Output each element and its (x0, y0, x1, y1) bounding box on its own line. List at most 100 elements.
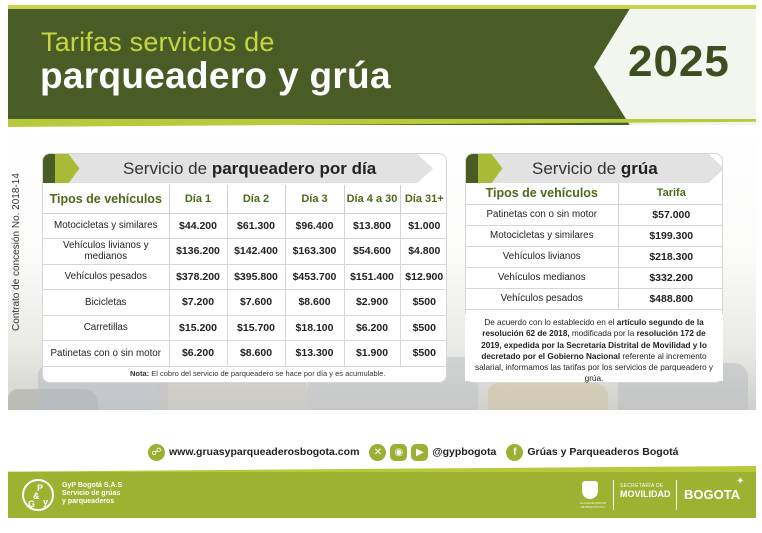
rate-cell: $8.600 (284, 289, 344, 316)
footer-band: P & G y GyP Bogotá S.A.S Servicio de grú… (8, 472, 756, 518)
parking-table: Tipos de vehículos Día 1 Día 2 Día 3 Día… (43, 185, 446, 367)
note-text: El cobro del servicio de parqueadero se … (149, 369, 386, 378)
rate-cell: $332.200 (617, 267, 722, 289)
company-line: GyP Bogotá S.A.S (62, 482, 123, 489)
footer-sweep (8, 466, 756, 474)
title-line-1: Tarifas servicios de (41, 27, 275, 57)
vehicle-type: Motocicletas y similares (466, 225, 618, 247)
legal-bold: artículo segundo de la resolución 62 de … (482, 318, 704, 339)
bogota-shield-icon (582, 481, 598, 499)
rate-cell: $54.600 (343, 238, 400, 265)
title-line-2: parqueadero y grúa (40, 55, 391, 96)
company-line: Servicio de grúas (62, 490, 121, 497)
contract-label: Contrato de concesión No. 2018-14 (11, 173, 25, 331)
legal-bold: resolución 172 de 2019, expedida por la … (481, 329, 707, 361)
column-header: Día 4 a 30 (343, 185, 400, 214)
vehicle-type: Motocicletas y similares (43, 213, 169, 239)
movilidad-text: MOVILIDAD (620, 489, 671, 499)
column-header: Tipos de vehículos (43, 185, 169, 214)
rate-cell: $15.700 (226, 315, 285, 341)
rate-cell: $151.400 (343, 264, 400, 290)
contract-text: Contrato de concesión No. 2018-14 (11, 173, 22, 331)
table-row: Vehículos livianos y medianos $136.200 $… (43, 238, 446, 265)
table-row: Patinetas con o sin motor $57.000 (466, 204, 722, 226)
movilidad-logo: SECRETARÍA DE MOVILIDAD (620, 483, 671, 499)
tow-title: Servicio de grúa (532, 159, 658, 179)
social-row: ☍ www.gruasyparqueaderosbogota.com ✕ ◉ ▶… (148, 441, 678, 463)
rate-cell: $453.700 (284, 264, 344, 290)
website-link[interactable]: www.gruasyparqueaderosbogota.com (169, 446, 360, 458)
legal-text: modificada por la (569, 329, 637, 339)
rate-cell: $4.800 (399, 238, 446, 265)
company-name: GyP Bogotá S.A.S Servicio de grúas y par… (62, 482, 122, 506)
rate-cell: $96.400 (284, 213, 344, 239)
table-row: Vehículos medianos $332.200 (466, 267, 722, 289)
table-header-row: Tipos de vehículos Día 1 Día 2 Día 3 Día… (43, 185, 446, 214)
legal-notice: De acuerdo con lo establecido en el artí… (465, 315, 723, 383)
rate-cell: $13.800 (343, 213, 400, 239)
column-header: Día 2 (226, 185, 285, 214)
divider (613, 480, 614, 510)
rate-cell: $218.300 (617, 246, 722, 268)
rate-cell: $199.300 (617, 225, 722, 247)
car-shape (488, 383, 608, 410)
rate-cell: $395.800 (226, 264, 285, 290)
parking-title-regular: Servicio de (123, 159, 212, 178)
vehicle-type: Vehículos pesados (466, 288, 618, 310)
bogota-logo: BOGOTA (684, 487, 741, 502)
tow-title-regular: Servicio de (532, 159, 621, 178)
rate-cell: $12.900 (399, 264, 446, 290)
column-header: Día 31+ (399, 185, 446, 214)
header-sweep (8, 119, 756, 127)
vehicle-type: Patinetas con o sin motor (43, 340, 169, 367)
rate-cell: $15.200 (168, 315, 227, 341)
table-row: Vehículos pesados $488.800 (466, 288, 722, 310)
vehicle-type: Vehículos livianos (466, 246, 618, 268)
parking-title-bold: parqueadero por día (211, 159, 377, 178)
rate-cell: $7.600 (226, 289, 285, 316)
parking-card: Servicio de parqueadero por día Tipos de… (42, 153, 447, 383)
header-band: Tarifas servicios de parqueadero y grúa … (8, 9, 756, 125)
column-header: Tarifa (617, 182, 722, 205)
top-accent-line (8, 5, 756, 9)
rate-cell: $142.400 (226, 238, 285, 265)
secretaria-text: SECRETARÍA DE (620, 483, 664, 489)
facebook-name[interactable]: Grúas y Parqueaderos Bogotá (527, 446, 679, 458)
youtube-icon[interactable]: ▶ (411, 443, 429, 461)
rate-cell: $1.000 (399, 213, 446, 239)
rate-cell: $6.200 (343, 315, 400, 341)
rate-cell: $378.200 (168, 264, 227, 290)
rate-cell: $163.300 (284, 238, 344, 265)
rate-cell: $61.300 (226, 213, 285, 239)
facebook-icon[interactable]: f (506, 443, 524, 461)
vehicle-type: Carretillas (43, 315, 169, 341)
rate-cell: $136.200 (168, 238, 227, 265)
column-header: Tipos de vehículos (466, 182, 618, 205)
vehicle-type: Patinetas con o sin motor (466, 204, 618, 226)
table-row: Bicicletas $7.200 $7.600 $8.600 $2.900 $… (43, 289, 446, 316)
tow-banner (466, 154, 722, 183)
table-row: Vehículos livianos $218.300 (466, 246, 722, 268)
rate-cell: $488.800 (617, 288, 722, 310)
rate-cell: $500 (399, 315, 446, 341)
divider (676, 480, 677, 510)
vehicle-type: Vehículos pesados (43, 264, 169, 290)
column-header: Día 3 (284, 185, 344, 214)
social-handle[interactable]: @gypbogota (432, 446, 497, 458)
tow-title-bold: grúa (620, 159, 658, 178)
rate-cell: $2.900 (343, 289, 400, 316)
rate-cell: $1.900 (343, 340, 400, 367)
x-twitter-icon[interactable]: ✕ (369, 443, 387, 461)
parking-title: Servicio de parqueadero por día (123, 159, 376, 179)
table-row: Carretillas $15.200 $15.700 $18.100 $6.2… (43, 315, 446, 341)
rate-cell: $8.600 (226, 340, 285, 367)
globe-icon: ☍ (148, 443, 165, 461)
table-header-row: Tipos de vehículos Tarifa (466, 182, 722, 205)
table-row: Motocicletas y similares $44.200 $61.300… (43, 213, 446, 239)
vehicle-type: Vehículos medianos (466, 267, 618, 289)
vehicle-type: Vehículos livianos y medianos (43, 238, 169, 265)
rate-cell: $6.200 (168, 340, 227, 367)
parking-note: Nota: El cobro del servicio de parqueade… (130, 369, 386, 378)
instagram-icon[interactable]: ◉ (390, 443, 408, 461)
legal-text: De acuerdo con lo establecido en el (484, 318, 617, 327)
